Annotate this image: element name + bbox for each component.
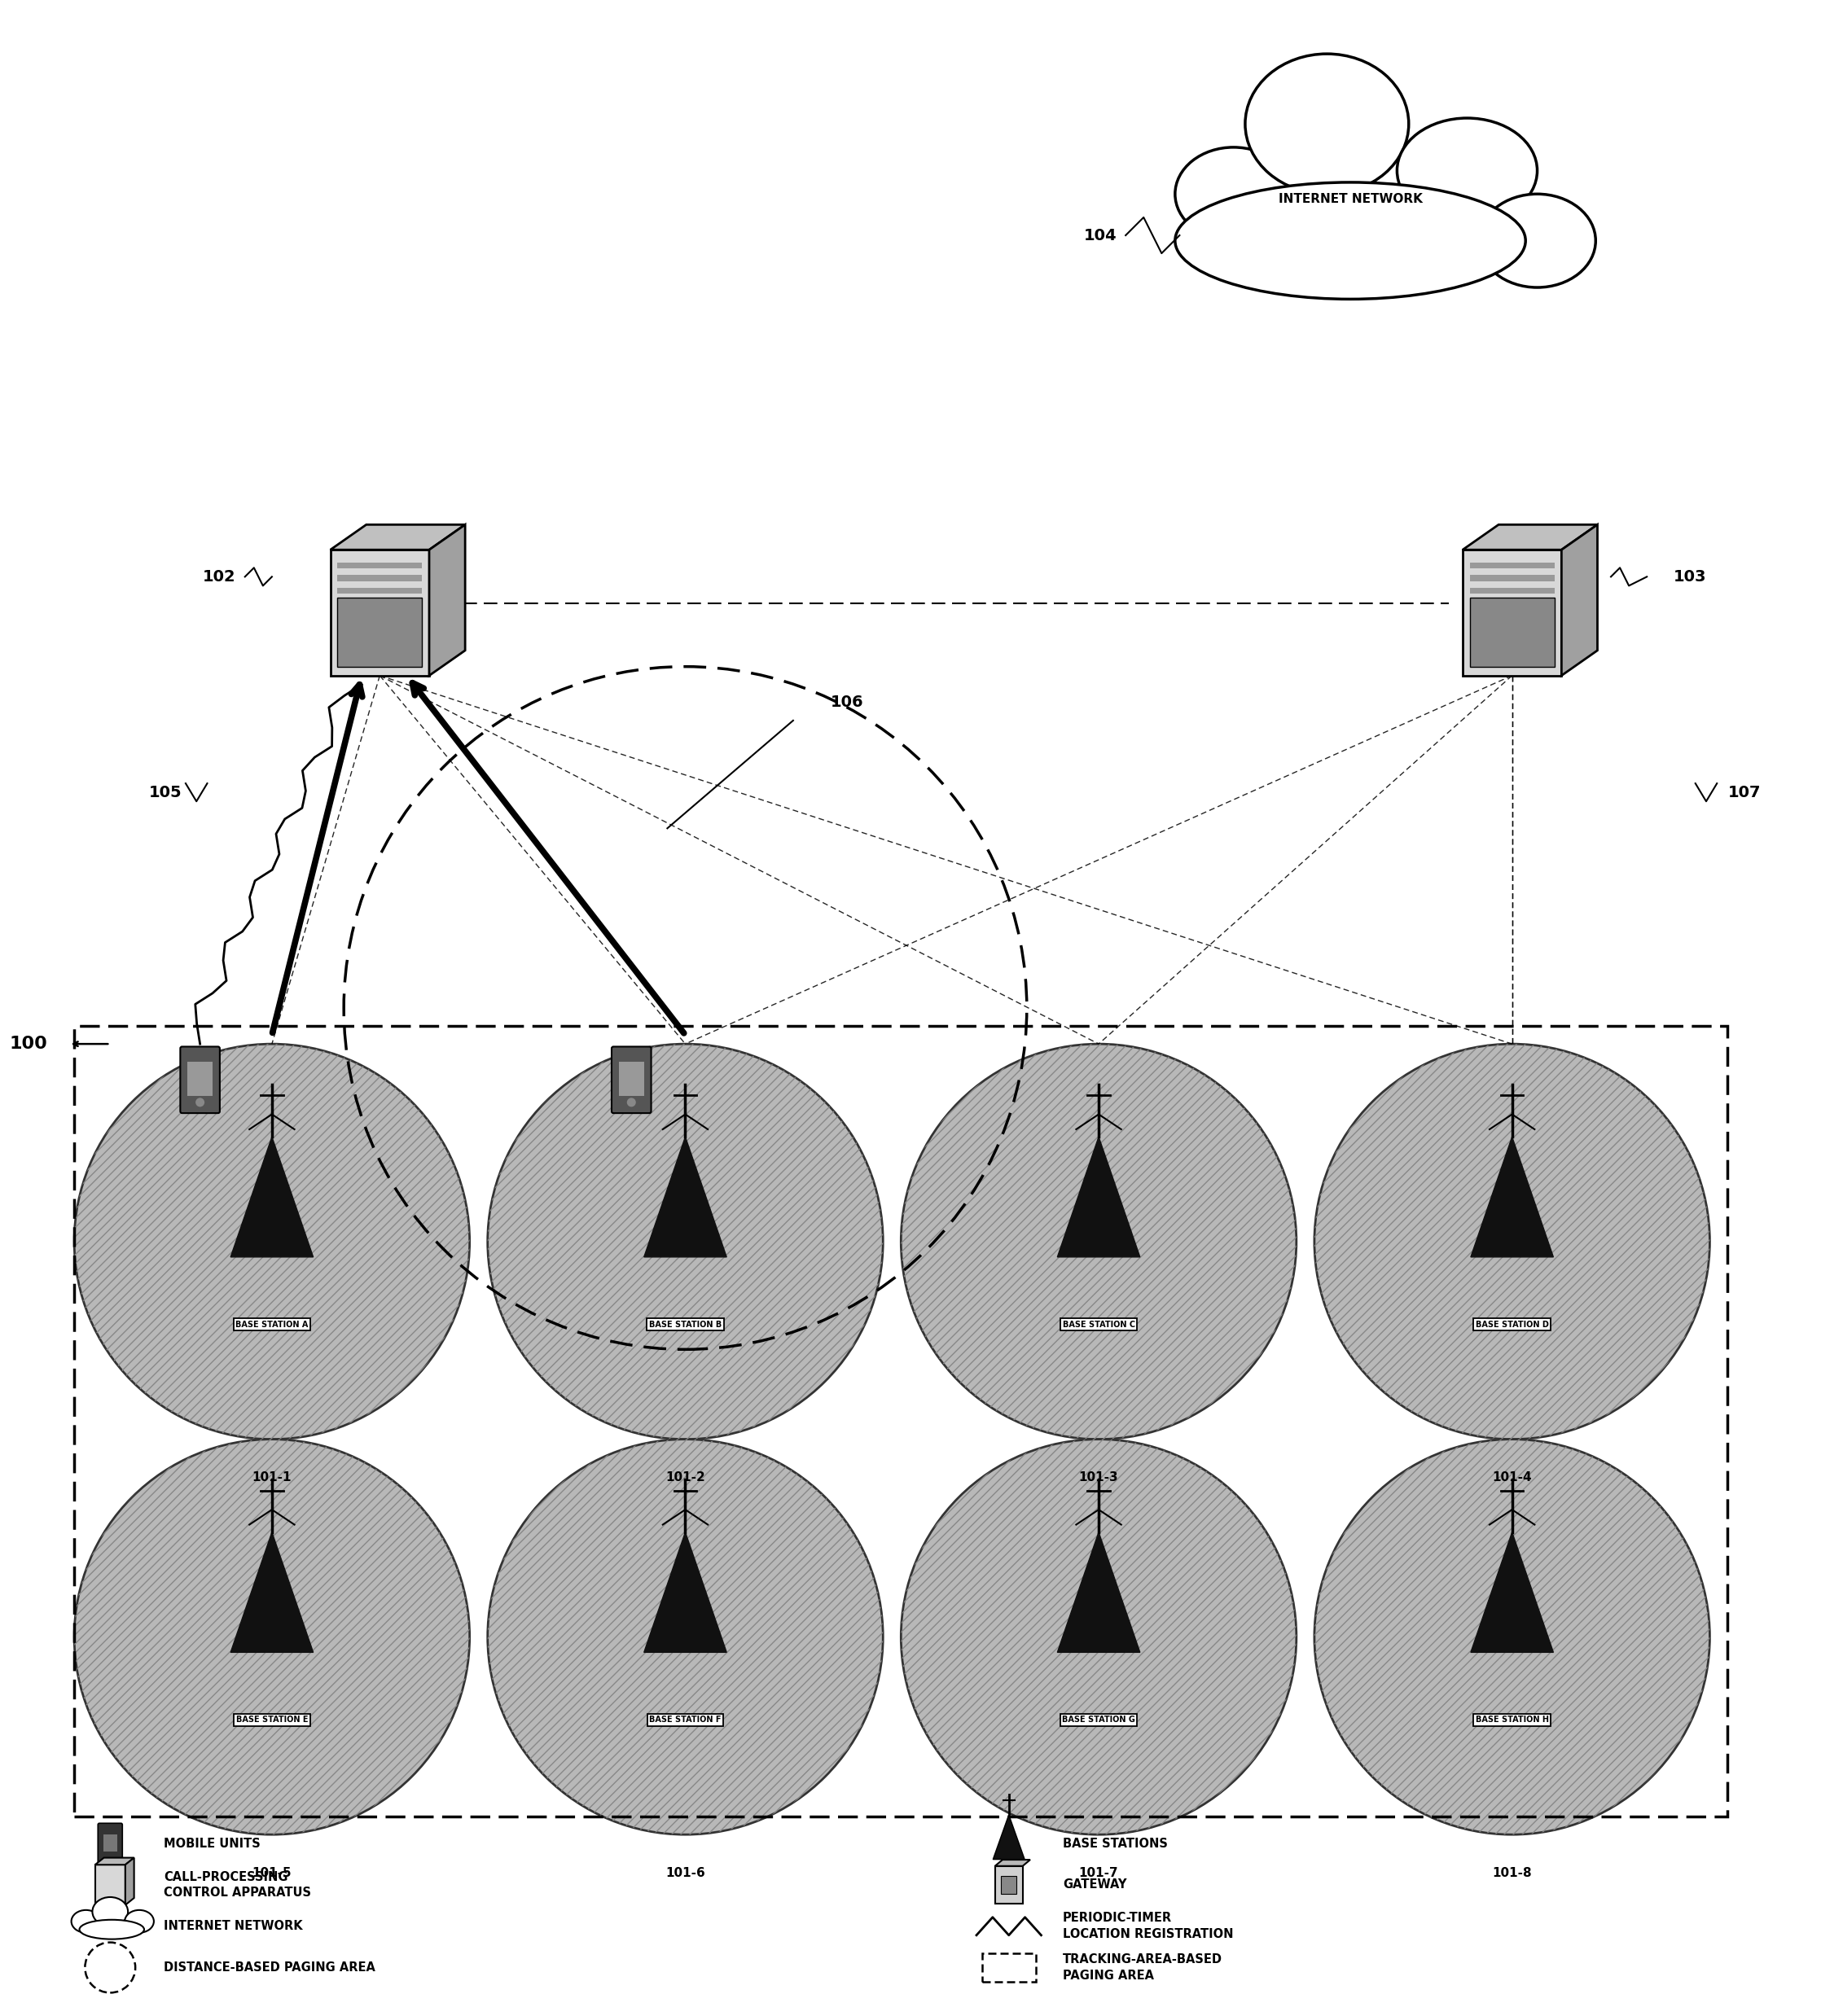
Text: INTERNET NETWORK: INTERNET NETWORK: [1278, 194, 1422, 206]
Circle shape: [901, 1044, 1297, 1439]
Polygon shape: [95, 1865, 126, 1905]
Polygon shape: [1462, 550, 1561, 675]
Text: BASE STATIONS: BASE STATIONS: [1063, 1837, 1167, 1849]
Text: 101-7: 101-7: [1078, 1867, 1118, 1879]
Circle shape: [488, 1044, 883, 1439]
Circle shape: [195, 1099, 204, 1107]
Ellipse shape: [71, 1909, 100, 1933]
Polygon shape: [95, 1857, 135, 1865]
Text: 101-5: 101-5: [251, 1867, 291, 1879]
Bar: [188, 1062, 213, 1095]
Text: 101-1: 101-1: [251, 1472, 291, 1484]
FancyBboxPatch shape: [180, 1046, 220, 1113]
Ellipse shape: [124, 1909, 153, 1933]
Bar: [104, 1835, 117, 1851]
Text: 101-4: 101-4: [1491, 1472, 1531, 1484]
Text: CALL-PROCESSING
CONTROL APPARATUS: CALL-PROCESSING CONTROL APPARATUS: [164, 1871, 311, 1899]
Ellipse shape: [80, 1919, 144, 1939]
Circle shape: [901, 1439, 1297, 1835]
Bar: [337, 597, 422, 667]
Text: 101-6: 101-6: [665, 1867, 705, 1879]
Text: BASE STATION E: BASE STATION E: [237, 1716, 308, 1724]
Ellipse shape: [1246, 54, 1409, 194]
Circle shape: [626, 1099, 636, 1107]
Text: 101-3: 101-3: [1078, 1472, 1118, 1484]
Bar: [1470, 597, 1555, 667]
Circle shape: [1315, 1439, 1710, 1835]
Polygon shape: [1058, 1532, 1140, 1653]
Bar: [337, 562, 422, 569]
Polygon shape: [994, 1859, 1031, 1867]
Polygon shape: [231, 1137, 313, 1258]
Circle shape: [1315, 1044, 1710, 1439]
Text: GATEWAY: GATEWAY: [1063, 1879, 1127, 1891]
Text: 101-2: 101-2: [665, 1472, 705, 1484]
FancyBboxPatch shape: [98, 1822, 122, 1865]
Text: BASE STATION G: BASE STATION G: [1062, 1716, 1134, 1724]
Circle shape: [75, 1044, 470, 1439]
Polygon shape: [430, 524, 464, 675]
Text: BASE STATION A: BASE STATION A: [235, 1320, 308, 1329]
Text: 103: 103: [1673, 569, 1706, 585]
Polygon shape: [992, 1814, 1025, 1859]
Text: 102: 102: [202, 569, 237, 585]
Text: 101-8: 101-8: [1491, 1867, 1531, 1879]
Polygon shape: [126, 1857, 135, 1905]
Text: BASE STATION C: BASE STATION C: [1062, 1320, 1134, 1329]
FancyBboxPatch shape: [612, 1046, 652, 1113]
Ellipse shape: [1479, 194, 1595, 288]
Ellipse shape: [1175, 181, 1526, 298]
Text: 100: 100: [9, 1036, 47, 1052]
Polygon shape: [1471, 1532, 1553, 1653]
Ellipse shape: [1175, 147, 1291, 240]
Text: BASE STATION B: BASE STATION B: [648, 1320, 721, 1329]
Text: DISTANCE-BASED PAGING AREA: DISTANCE-BASED PAGING AREA: [164, 1962, 375, 1974]
Bar: [982, 1954, 1036, 1982]
Bar: [1470, 587, 1555, 595]
Polygon shape: [1058, 1137, 1140, 1258]
Bar: [337, 587, 422, 595]
Polygon shape: [231, 1532, 313, 1653]
Polygon shape: [1471, 1137, 1553, 1258]
Text: PERIODIC-TIMER
LOCATION REGISTRATION: PERIODIC-TIMER LOCATION REGISTRATION: [1063, 1911, 1233, 1939]
Polygon shape: [645, 1532, 727, 1653]
Text: 104: 104: [1083, 228, 1116, 244]
Polygon shape: [330, 550, 430, 675]
Bar: [1470, 562, 1555, 569]
Text: BASE STATION H: BASE STATION H: [1475, 1716, 1548, 1724]
Bar: [75, 1026, 1728, 1816]
Text: 105: 105: [149, 784, 182, 800]
Bar: [1470, 575, 1555, 581]
Text: 107: 107: [1728, 784, 1761, 800]
Circle shape: [75, 1439, 470, 1835]
Bar: [619, 1062, 645, 1095]
Polygon shape: [1561, 524, 1597, 675]
Polygon shape: [1462, 524, 1597, 550]
Polygon shape: [330, 524, 464, 550]
Text: BASE STATION F: BASE STATION F: [650, 1716, 721, 1724]
Ellipse shape: [1397, 119, 1537, 224]
Circle shape: [488, 1439, 883, 1835]
Text: INTERNET NETWORK: INTERNET NETWORK: [164, 1919, 302, 1931]
Text: TRACKING-AREA-BASED
PAGING AREA: TRACKING-AREA-BASED PAGING AREA: [1063, 1954, 1222, 1982]
Text: BASE STATION D: BASE STATION D: [1475, 1320, 1548, 1329]
Text: MOBILE UNITS: MOBILE UNITS: [164, 1837, 260, 1849]
Ellipse shape: [93, 1897, 127, 1925]
Polygon shape: [645, 1137, 727, 1258]
Bar: [337, 575, 422, 581]
Polygon shape: [994, 1867, 1023, 1903]
Bar: [1002, 1877, 1016, 1893]
Text: 106: 106: [830, 696, 863, 710]
